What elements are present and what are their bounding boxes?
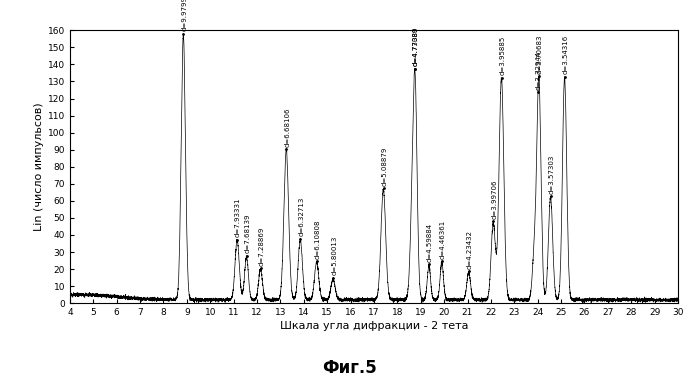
Text: d=7.28869: d=7.28869 bbox=[259, 226, 265, 266]
Text: d=4.59884: d=4.59884 bbox=[427, 222, 433, 262]
Text: d=3.99706: d=3.99706 bbox=[491, 179, 497, 219]
Text: d=4.46361: d=4.46361 bbox=[440, 219, 446, 258]
Text: d=4.77089: d=4.77089 bbox=[413, 27, 419, 66]
Text: d=4.23432: d=4.23432 bbox=[467, 230, 473, 269]
Text: d=4.73380: d=4.73380 bbox=[413, 27, 419, 66]
Y-axis label: Lin (число импульсов): Lin (число импульсов) bbox=[34, 102, 43, 231]
Text: d=6.10808: d=6.10808 bbox=[315, 219, 321, 258]
Text: d=3.57303: d=3.57303 bbox=[549, 154, 555, 194]
Text: d=3.72944: d=3.72944 bbox=[536, 51, 542, 90]
Text: d=6.32713: d=6.32713 bbox=[298, 197, 304, 236]
Text: d=6.68106: d=6.68106 bbox=[284, 107, 291, 147]
Text: d=5.80013: d=5.80013 bbox=[331, 236, 338, 275]
Text: d=7.93331: d=7.93331 bbox=[235, 197, 240, 237]
Text: d=3.70683: d=3.70683 bbox=[537, 34, 543, 74]
Text: d=7.68139: d=7.68139 bbox=[245, 213, 251, 253]
Text: d=3.95885: d=3.95885 bbox=[500, 36, 506, 75]
X-axis label: Шкала угла дифракции - 2 тета: Шкала угла дифракции - 2 тета bbox=[280, 321, 468, 331]
Text: d=9.97990: d=9.97990 bbox=[182, 0, 187, 31]
Text: Фиг.5: Фиг.5 bbox=[322, 359, 377, 377]
Text: d=3.54316: d=3.54316 bbox=[563, 35, 569, 74]
Text: d=5.08879: d=5.08879 bbox=[382, 146, 388, 186]
